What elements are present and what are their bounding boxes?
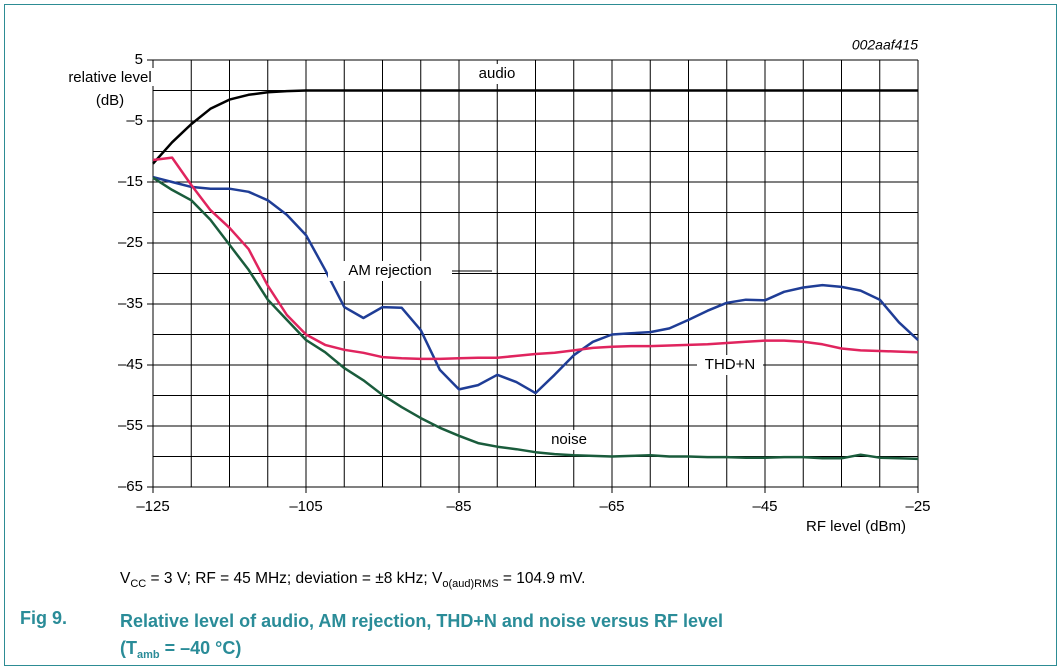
x-tick-label: –65 [599,498,624,515]
label-background [328,261,452,281]
figure-title-text: (T [120,638,137,658]
x-tick-label: –85 [446,498,471,515]
caption-text: V [120,570,131,587]
x-tick-label: –45 [752,498,777,515]
figure-title-text: = –40 °C) [159,638,242,658]
chart-code: 002aaf415 [852,37,918,53]
y-tick-label: –25 [118,234,143,251]
x-axis-label: RF level (dBm) [806,518,906,535]
x-tick-label: –105 [289,498,322,515]
y-tick-label: –55 [118,417,143,434]
series-line [152,175,919,395]
caption-sub: CC [130,578,147,590]
chart: 5 –5 –15 –25 –35 –45 –55 –65 –125 –105 –85 –65 –45 –2… [56,36,931,535]
y-tick-label: –5 [126,112,143,129]
y-tick-label: –15 [118,173,143,190]
figure-title-sub: amb [137,649,160,661]
x-tick-label: –25 [905,498,930,515]
label-background [697,355,763,375]
label-background [56,68,162,86]
series-label: noise [551,431,587,448]
frame [4,4,1057,666]
label-background [472,64,522,84]
y-axis-label: (dB) [96,92,124,109]
y-tick-label: 5 [135,51,143,68]
caption: VCC = 3 V; RF = 45 MHz; deviation = ±8 k… [120,570,586,590]
caption-text: = 3 V; RF = 45 MHz; deviation = ±8 kHz; … [146,570,443,587]
caption-text: = 104.9 mV. [498,570,586,587]
series-line [152,89,918,165]
y-tick-label: –35 [118,295,143,312]
y-axis-label: relative level [68,69,151,86]
series-label: THD+N [705,356,755,373]
series-line [152,176,919,461]
figure-title: Relative level of audio, AM rejection, T… [120,608,723,669]
series-line [152,156,919,361]
label-background [544,430,594,450]
y-tick-label: –45 [118,356,143,373]
y-tick-label: –65 [118,478,143,495]
x-tick-label: –125 [136,498,169,515]
caption-sub: o(aud)RMS [442,578,499,590]
figure-title-text: Relative level of audio, AM rejection, T… [120,611,724,631]
series-label: audio [479,65,516,82]
series-label: AM rejection [348,262,431,279]
figure-number: Fig 9. [20,608,68,628]
